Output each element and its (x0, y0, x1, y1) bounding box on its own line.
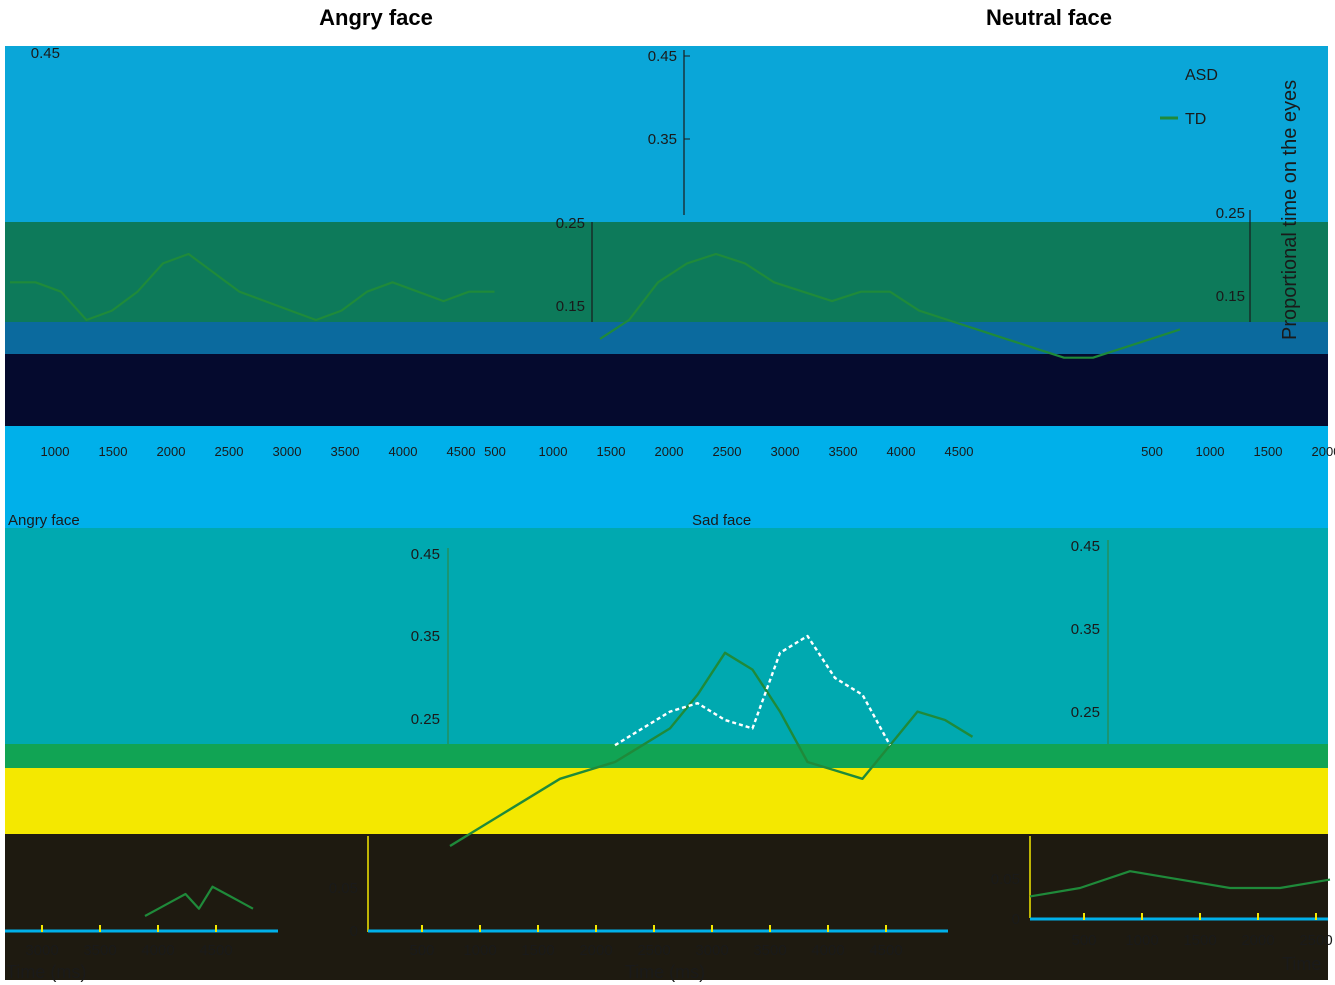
xtick-label: 4000 (811, 942, 844, 959)
xtick-label: 4500 (199, 942, 232, 959)
strip-tick-label: 2000 (157, 444, 186, 459)
xtick-label: 3000 (25, 942, 58, 959)
strip-tick-label: 4000 (389, 444, 418, 459)
strip-tick-label: 3000 (273, 444, 302, 459)
ytick-label: 0.25 (411, 711, 440, 728)
strip-tick-label: 2500 (713, 444, 742, 459)
strip-tick-label: 1000 (41, 444, 70, 459)
strip-tick-label: 3000 (771, 444, 800, 459)
faded-xtick-strip: 1000 1500 2000 2500 3000 3500 4000 4500 500 1000 1… (41, 444, 1335, 459)
strip-tick-label: 1500 (597, 444, 626, 459)
x-axis-label-bottom-right: Time (1282, 954, 1321, 974)
ytick-label: 0.05 (991, 871, 1020, 888)
band-dark (5, 834, 1328, 980)
legend-asd: ASD (1185, 67, 1218, 84)
legend-td: TD (1185, 111, 1206, 128)
ytick-label: 0.25 (556, 215, 585, 232)
band-skyblue (5, 426, 1328, 528)
y-axis-label-eyes: Proportional time on the eyes (1279, 80, 1301, 340)
strip-tick-label: 4500 (447, 444, 476, 459)
band-top-green (5, 222, 1328, 322)
band-lowgreen (5, 744, 1328, 768)
ytick-label: 0.25 (1071, 704, 1100, 721)
series-asd-bottom-middle (614, 634, 892, 747)
series-td-top-left (10, 252, 495, 322)
ytick-label: 0.45 (648, 48, 677, 65)
strip-tick-label: 500 (484, 444, 506, 459)
xtick-label: 2000 (579, 942, 612, 959)
strip-tick-label: 500 (1141, 444, 1163, 459)
xtick-label: 3500 (83, 942, 116, 959)
xtick-label: 4500 (869, 942, 902, 959)
band-lowteal (5, 528, 1328, 744)
title-sad-face: Sad face (692, 512, 751, 529)
series-td-bottom-middle (449, 651, 974, 848)
title-angry-face-bottom: Angry face (8, 512, 80, 529)
band-top-blue (5, 322, 1328, 354)
xtick-label: 500 (409, 942, 434, 959)
xtick-label: 4000 (141, 942, 174, 959)
top-series-group (10, 252, 1181, 359)
ytick-label: 0 (1012, 911, 1020, 928)
ytick-label: 0.05 (329, 880, 358, 897)
strip-tick-label: 2500 (215, 444, 244, 459)
x-axis-label-bottom-left: Time (ms) (6, 962, 86, 982)
title-angry-face-top: Angry face (319, 5, 433, 30)
xtick-label: 500 (1071, 932, 1096, 949)
band-navy (5, 354, 1328, 426)
ytick-label: 0.15 (556, 298, 585, 315)
ytick-label: 0.35 (411, 628, 440, 645)
series-td-top-middle (599, 252, 1181, 359)
yticks-top-middle: 0.45 0.35 (648, 48, 690, 148)
strip-tick-label: 1000 (539, 444, 568, 459)
series-td-bottom-left (144, 885, 254, 917)
strip-tick-label: 3500 (829, 444, 858, 459)
xtick-label: 2000 (1241, 932, 1274, 949)
xtick-label: 2500 (1299, 932, 1332, 949)
series-td-bottom-right (1029, 870, 1331, 898)
xtick-label: 1000 (1125, 932, 1158, 949)
ytick-label: 0.45 (1071, 538, 1100, 555)
band-yellow (5, 768, 1328, 834)
xticks-bottom-left: 3000 3500 4000 4500 (25, 925, 233, 959)
ytick-label-top-left: 0.45 (31, 45, 60, 62)
strip-tick-label: 2000 (1312, 444, 1335, 459)
ytick-label: 0.35 (1071, 621, 1100, 638)
xticks-bottom-right: 500 1000 1500 2000 2500 (1071, 913, 1333, 949)
xtick-label: 2500 (637, 942, 670, 959)
strip-tick-label: 2000 (655, 444, 684, 459)
strip-tick-label: 3500 (331, 444, 360, 459)
ytick-label: 0.35 (648, 131, 677, 148)
strip-tick-label: 4000 (887, 444, 916, 459)
xtick-label: 3000 (695, 942, 728, 959)
ytick-label: 0.25 (1216, 205, 1245, 222)
title-neutral-face: Neutral face (986, 5, 1112, 30)
strip-tick-label: 4500 (945, 444, 974, 459)
strip-tick-label: 1000 (1196, 444, 1225, 459)
xtick-label: 1500 (1183, 932, 1216, 949)
band-top-cyan (5, 46, 1328, 222)
x-axis-label-bottom-middle: Time (ms) (625, 962, 705, 982)
strip-tick-label: 1500 (1254, 444, 1283, 459)
xticks-bottom-middle: 500 1000 1500 2000 2500 3000 3500 4000 4500 (409, 925, 903, 959)
xtick-label: 1500 (521, 942, 554, 959)
xtick-label: 3500 (753, 942, 786, 959)
strip-tick-label: 1500 (99, 444, 128, 459)
ytick-label: 0.45 (411, 546, 440, 563)
xtick-label: 1000 (463, 942, 496, 959)
bottom-series-group (144, 634, 1331, 917)
ytick-label: 0.15 (1216, 288, 1245, 305)
ytick-label: 0 (350, 923, 358, 940)
